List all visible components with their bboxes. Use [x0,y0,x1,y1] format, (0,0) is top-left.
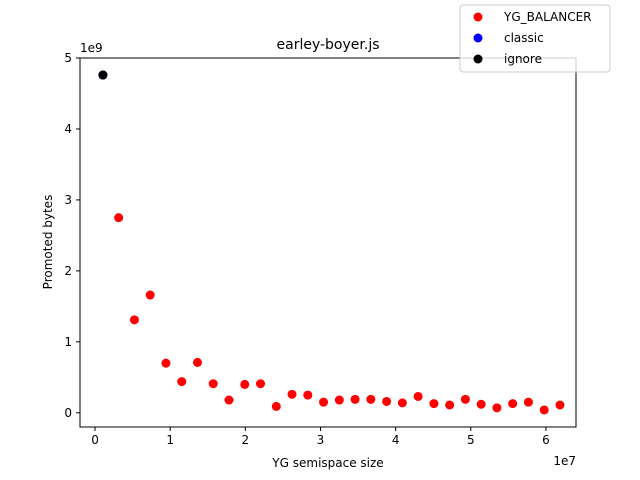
y-offset-text: 1e9 [80,41,103,55]
point-yg-balancer [287,389,297,399]
point-yg-balancer [334,395,344,405]
point-yg-balancer [224,395,234,405]
y-tick-label: 3 [64,193,72,207]
x-tick-label: 6 [542,433,550,447]
y-tick-label: 4 [64,122,72,136]
point-yg-balancer [177,377,187,387]
point-yg-balancer [460,394,470,404]
x-axis-ticks: 0 1 2 3 4 5 6 [91,427,550,447]
point-yg-balancer [129,315,139,325]
point-yg-balancer [366,394,376,404]
y-axis-label: Promoted bytes [41,195,55,290]
x-tick-label: 0 [91,433,99,447]
point-yg-balancer [555,400,565,410]
point-yg-balancer [397,398,407,408]
point-yg-balancer [413,391,423,401]
legend-label-yg-balancer: YG_BALANCER [503,10,592,24]
point-yg-balancer [192,357,202,367]
plot-frame [79,57,577,428]
y-tick-label: 2 [64,264,72,278]
chart-title: earley-boyer.js [277,37,380,53]
point-yg-balancer [429,399,439,409]
point-yg-balancer [145,290,155,300]
point-yg-balancer [319,397,329,407]
point-yg-balancer [240,379,250,389]
legend-label-ignore: ignore [504,52,542,66]
point-yg-balancer [492,403,502,413]
point-ignore [98,70,108,80]
x-tick-label: 2 [242,433,250,447]
x-tick-label: 1 [166,433,174,447]
x-axis-label: YG semispace size [271,456,383,470]
x-offset-text: 1e7 [553,454,576,468]
legend-marker-classic [473,33,483,43]
point-yg-balancer [350,394,360,404]
point-yg-balancer [271,401,281,411]
point-yg-balancer [161,358,171,368]
point-yg-balancer [114,213,124,223]
point-yg-balancer [523,397,533,407]
y-tick-label: 0 [64,406,72,420]
legend-marker-yg-balancer [473,12,483,22]
x-tick-label: 3 [317,433,325,447]
y-axis-ticks: 0 1 2 3 4 5 [64,51,80,420]
y-tick-label: 5 [64,51,72,65]
point-yg-balancer [208,379,218,389]
point-yg-balancer [382,396,392,406]
point-yg-balancer [476,399,486,409]
plot-layer [98,70,565,415]
point-yg-balancer [256,379,266,389]
point-yg-balancer [445,400,455,410]
legend-label-classic: classic [504,31,544,45]
point-yg-balancer [508,399,518,409]
x-tick-label: 5 [467,433,475,447]
legend-box [459,4,611,73]
point-yg-balancer [539,405,549,415]
x-tick-label: 4 [392,433,400,447]
y-tick-label: 1 [64,335,72,349]
legend-marker-ignore [473,54,483,64]
point-yg-balancer [303,390,313,400]
